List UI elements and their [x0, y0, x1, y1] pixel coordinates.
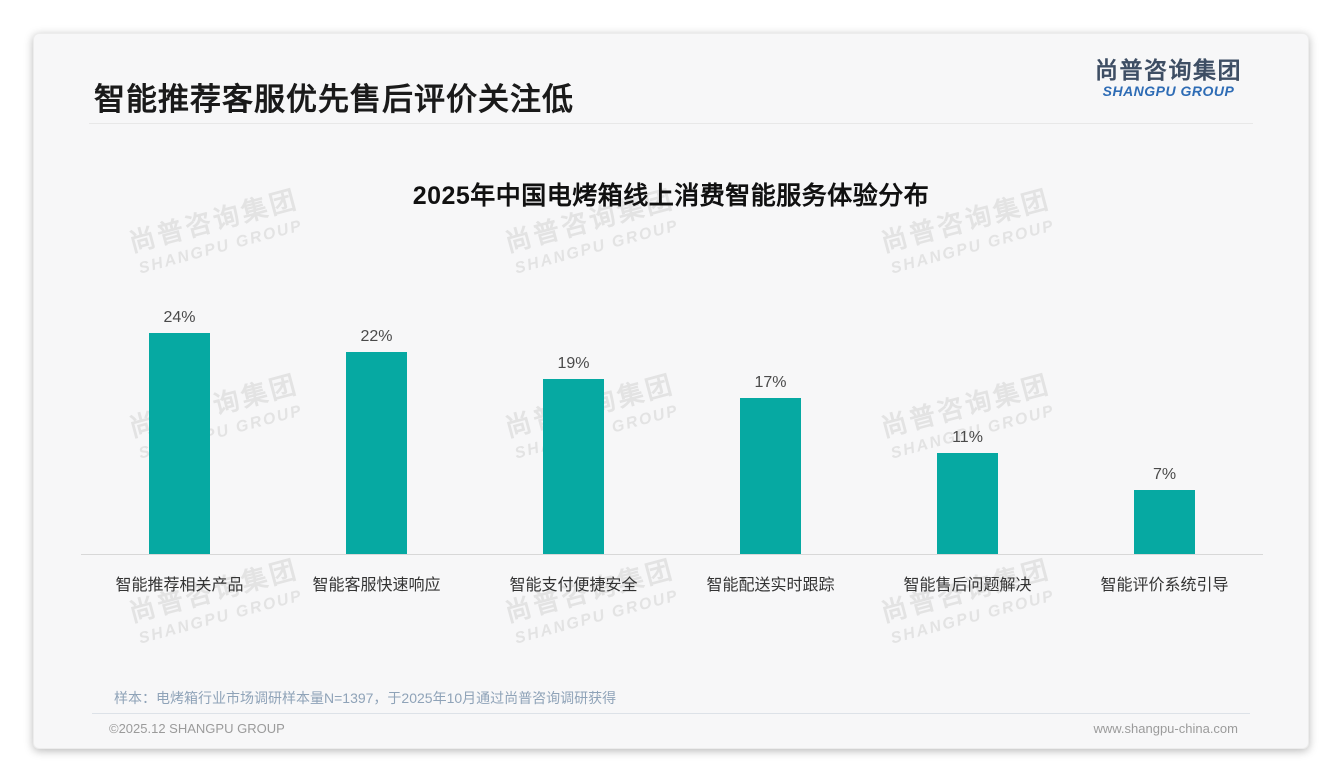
- bar-column: 17%: [672, 374, 869, 554]
- bar-value-label: 7%: [1152, 466, 1177, 483]
- chart-title: 2025年中国电烤箱线上消费智能服务体验分布: [412, 182, 930, 210]
- page-title: 智能推荐客服优先售后评价关注低: [94, 82, 574, 117]
- bar-column: 22%: [278, 328, 475, 554]
- category-label: 智能支付便捷安全: [509, 577, 638, 594]
- bar: [1134, 490, 1195, 554]
- sample-note: 样本：电烤箱行业市场调研样本量N=1397，于2025年10月通过尚普咨询调研获…: [114, 690, 617, 706]
- bar: [149, 333, 210, 554]
- bar: [740, 398, 801, 554]
- category-axis: 智能推荐相关产品 智能客服快速响应 智能支付便捷安全 智能配送实时跟踪 智能售后问题解决…: [81, 571, 1263, 595]
- category-label: 智能客服快速响应: [312, 577, 441, 594]
- category-label: 智能售后问题解决: [903, 577, 1032, 594]
- bar: [346, 352, 407, 554]
- header: 智能推荐客服优先售后评价关注低 尚普咨询集团 SHANGPU GROUP: [34, 34, 1308, 123]
- bar-value-label: 17%: [754, 374, 787, 391]
- footer-copyright: ©2025.12 SHANGPU GROUP: [109, 721, 285, 736]
- logo-text-zh: 尚普咨询集团: [1095, 57, 1242, 83]
- bar-value-label: 22%: [360, 328, 393, 345]
- company-logo: 尚普咨询集团 SHANGPU GROUP: [1095, 57, 1242, 100]
- watermark-text-en: SHANGPU GROUP: [889, 587, 1057, 648]
- watermark-text-en: SHANGPU GROUP: [513, 217, 681, 278]
- watermark-text-en: SHANGPU GROUP: [889, 217, 1057, 278]
- category-label: 智能配送实时跟踪: [706, 577, 835, 594]
- bar-column: 24%: [81, 309, 278, 554]
- logo-text-en: SHANGPU GROUP: [1102, 83, 1235, 100]
- footer-divider: [92, 713, 1250, 714]
- bar: [543, 379, 604, 554]
- bar: [937, 453, 998, 554]
- category-label: 智能推荐相关产品: [115, 577, 244, 594]
- bar-value-label: 24%: [163, 309, 196, 326]
- bar-value-label: 11%: [952, 429, 983, 446]
- watermark-text-en: SHANGPU GROUP: [137, 217, 305, 278]
- watermark-text-en: SHANGPU GROUP: [513, 587, 681, 648]
- category-label: 智能评价系统引导: [1100, 577, 1229, 594]
- footer-website: www.shangpu-china.com: [1093, 721, 1238, 736]
- bar-value-label: 19%: [557, 355, 590, 372]
- bar-column: 19%: [475, 355, 672, 554]
- header-divider: [89, 123, 1253, 124]
- watermark-text-en: SHANGPU GROUP: [137, 587, 305, 648]
- slide-card: 尚普咨询集团 SHANGPU GROUP 尚普咨询集团 SHANGPU GROUP 尚普…: [33, 33, 1309, 749]
- bar-column: 11%: [869, 429, 1066, 554]
- bar-chart: 24% 22% 19% 17% 11% 7%: [81, 296, 1263, 555]
- bar-column: 7%: [1066, 466, 1263, 554]
